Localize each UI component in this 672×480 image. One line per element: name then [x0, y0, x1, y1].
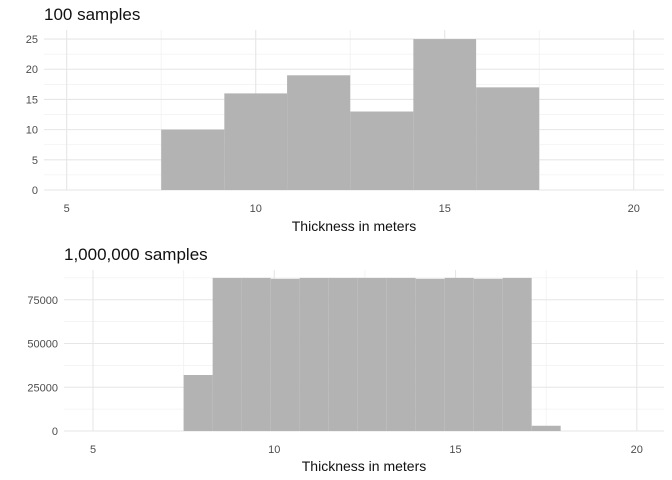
- histogram-bar: [287, 75, 351, 190]
- x-tick-label: 10: [250, 203, 262, 215]
- y-tick-label: 25: [26, 34, 38, 46]
- histogram-bar: [357, 277, 387, 431]
- y-tick-label: 0: [32, 185, 38, 197]
- histogram-bar: [413, 39, 477, 190]
- chart-title: 100 samples: [44, 5, 140, 24]
- x-tick-label: 20: [631, 444, 643, 456]
- y-tick-label: 10: [26, 125, 38, 137]
- histogram-bar: [241, 277, 271, 431]
- x-tick-label: 5: [90, 444, 96, 456]
- histogram-bar: [473, 278, 503, 431]
- histogram-bar: [350, 111, 414, 190]
- x-tick-label: 20: [628, 203, 640, 215]
- tick-labels: 0 25000 50000 75000 5 10 15 20: [27, 295, 643, 456]
- y-tick-label: 0: [52, 426, 58, 438]
- x-axis-label: Thickness in meters: [292, 218, 416, 234]
- gridlines: [44, 30, 664, 191]
- chart-title: 1,000,000 samples: [64, 245, 208, 264]
- histogram-100-samples: 0 5 10 15 20 25 5 10 15 20 100 samples Thickness …: [26, 5, 664, 234]
- histogram-bar: [299, 277, 329, 431]
- histogram-bar: [270, 278, 300, 431]
- x-tick-label: 15: [449, 444, 461, 456]
- histogram-bar: [531, 425, 561, 431]
- histogram-bar: [502, 277, 532, 431]
- x-tick-label: 5: [64, 203, 70, 215]
- x-tick-label: 10: [268, 444, 280, 456]
- y-tick-label: 75000: [27, 295, 58, 307]
- tick-labels: 0 5 10 15 20 25 5 10 15 20: [26, 34, 640, 215]
- y-tick-label: 5: [32, 155, 38, 167]
- histogram-1000000-samples: 0 25000 50000 75000 5 10 15 20 1,000,000 sample…: [27, 245, 664, 474]
- histogram-bar: [415, 278, 445, 431]
- y-tick-label: 20: [26, 64, 38, 76]
- histogram-bar: [183, 375, 213, 431]
- histogram-bar: [161, 129, 225, 190]
- y-tick-label: 25000: [27, 382, 58, 394]
- y-tick-label: 15: [26, 94, 38, 106]
- histogram-bar: [224, 93, 288, 190]
- histogram-bar: [386, 277, 416, 431]
- y-tick-label: 50000: [27, 339, 58, 351]
- histogram-bars: [183, 277, 561, 431]
- histogram-bar: [212, 277, 242, 431]
- histogram-bar: [444, 277, 474, 431]
- x-axis-label: Thickness in meters: [302, 458, 426, 474]
- histogram-bars: [161, 39, 540, 190]
- x-tick-label: 15: [439, 203, 451, 215]
- histogram-bar: [328, 277, 358, 431]
- histogram-bar: [476, 87, 540, 190]
